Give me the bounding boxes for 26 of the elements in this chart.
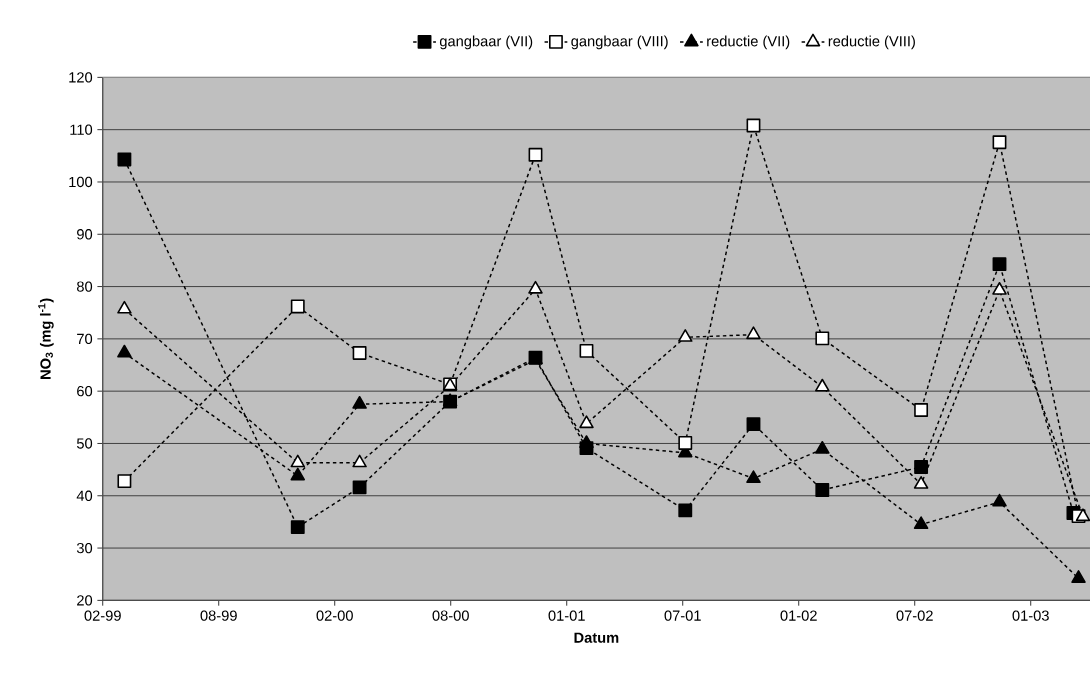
x-tick-label: 08-00 bbox=[432, 610, 469, 621]
x-tick-label: 01-02 bbox=[780, 610, 817, 621]
x-tick-label: 02-00 bbox=[316, 610, 353, 621]
x-axis-title: Datum bbox=[574, 632, 619, 643]
x-tick-label: 07-01 bbox=[664, 610, 701, 621]
x-tick-label: 01-01 bbox=[548, 610, 585, 621]
x-tick-label: 07-02 bbox=[896, 610, 933, 621]
y-tick-label: 90 bbox=[77, 228, 93, 240]
legend-label: gangbaar (VIII) bbox=[571, 35, 668, 50]
y-axis-title: NO$_{3}$ (mg l$^{-1}$) bbox=[38, 298, 54, 379]
legend-label: reductie (VIII) bbox=[828, 35, 915, 50]
y-tick-label: 120 bbox=[69, 71, 93, 83]
x-tick-label: 01-03 bbox=[1012, 610, 1049, 621]
y-tick-label: 60 bbox=[77, 385, 93, 397]
y-tick-label: 70 bbox=[77, 333, 93, 344]
y-tick-label: 80 bbox=[76, 281, 93, 292]
y-tick-label: 30 bbox=[76, 542, 93, 554]
y-tick-label: 110 bbox=[70, 124, 93, 135]
legend-label: gangbaar (VII) bbox=[439, 35, 533, 50]
x-tick-label: 08-99 bbox=[200, 610, 237, 621]
y-tick-label: 20 bbox=[77, 594, 93, 606]
y-tick-label: 100 bbox=[69, 176, 93, 187]
legend-label: reductie (VII) bbox=[707, 35, 790, 50]
y-tick-label: 50 bbox=[76, 438, 93, 449]
x-tick-label: 02-99 bbox=[84, 610, 121, 621]
y-tick-label: 40 bbox=[76, 490, 93, 501]
